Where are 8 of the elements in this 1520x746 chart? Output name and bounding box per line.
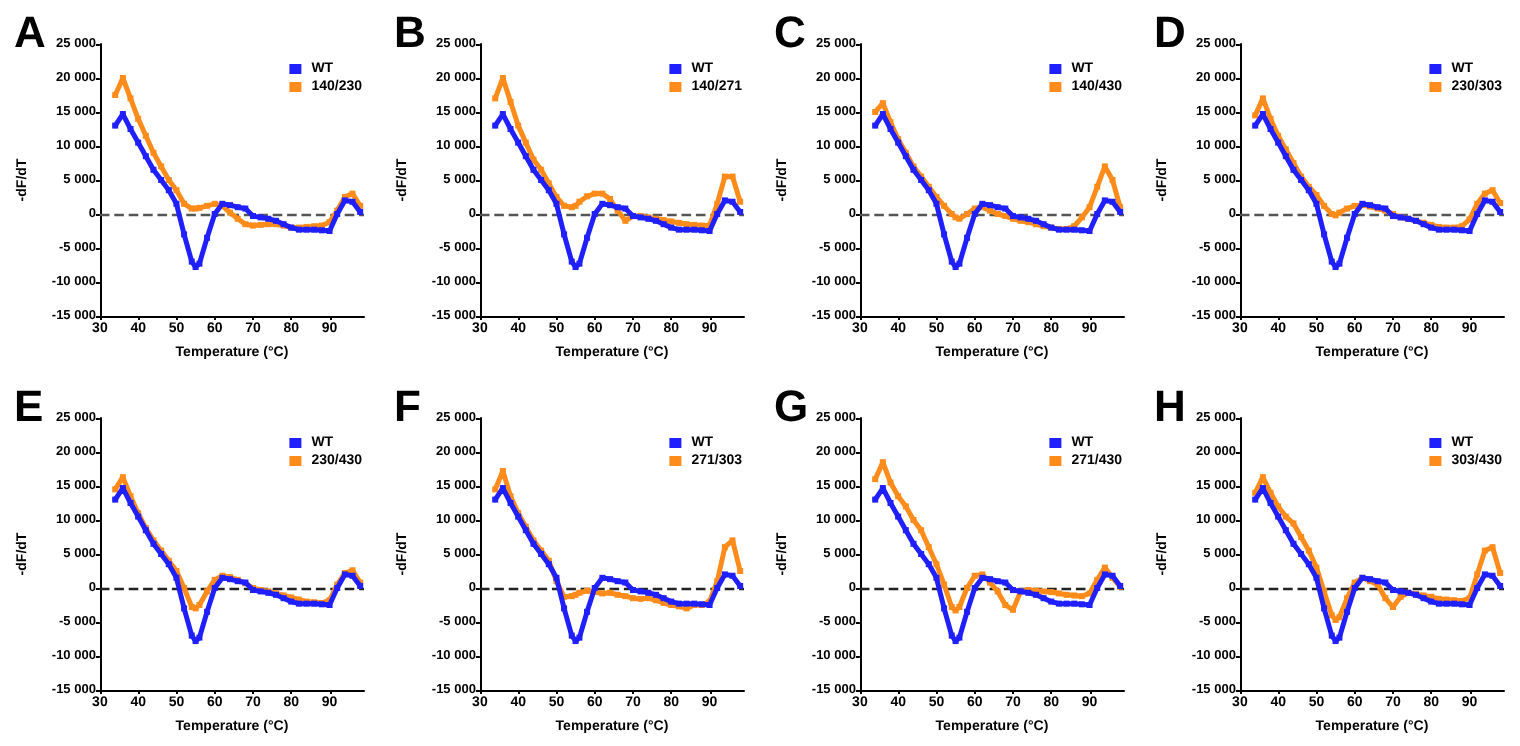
chart-title: D xyxy=(1154,7,1186,57)
chart-title: C xyxy=(774,7,806,57)
chart-title: E xyxy=(14,381,44,431)
chart-title: G xyxy=(774,381,809,431)
chart-title: A xyxy=(14,7,46,57)
chart-title: F xyxy=(394,381,421,431)
chart-title: B xyxy=(394,7,426,57)
chart-title: H xyxy=(1154,381,1186,431)
